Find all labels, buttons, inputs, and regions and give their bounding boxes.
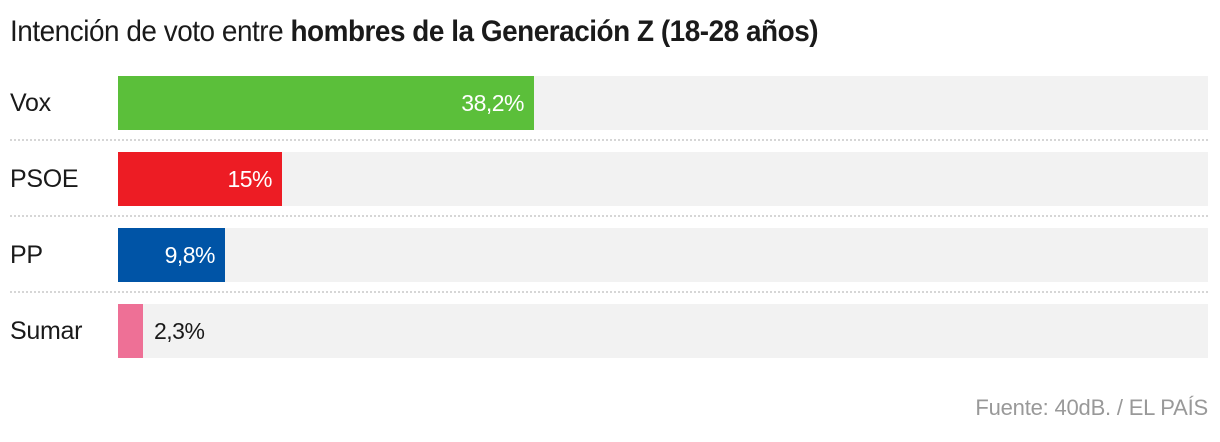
bar-label: PP <box>10 241 43 269</box>
bar-fill <box>118 304 143 358</box>
row-separator <box>10 215 1208 217</box>
bar-label: Sumar <box>10 317 83 345</box>
source-credit: Fuente: 40dB. / EL PAÍS <box>975 395 1208 420</box>
bar-fill <box>118 152 282 206</box>
row-separator <box>10 291 1208 293</box>
bar-row-vox: Vox 38,2% <box>0 76 1220 130</box>
bar-value: 2,3% <box>154 318 205 344</box>
bar-track: 15% <box>118 152 1208 206</box>
bar-track: 2,3% <box>118 304 1208 358</box>
bar-track: 38,2% <box>118 76 1208 130</box>
bar-row-sumar: Sumar 2,3% <box>0 304 1220 358</box>
bar-track: 9,8% <box>118 228 1208 282</box>
chart-title: Intención de voto entre hombres de la Ge… <box>10 14 819 50</box>
bar-value: 9,8% <box>164 242 216 268</box>
bar-value: 15% <box>227 166 272 192</box>
bar-value: 38,2% <box>461 90 524 116</box>
bar-fill <box>118 228 225 282</box>
bar-label: PSOE <box>10 165 79 193</box>
chart-title-regular: Intención de voto entre <box>10 15 291 48</box>
row-separator <box>10 139 1208 141</box>
bar-label: Vox <box>10 89 51 117</box>
bar-fill <box>118 76 534 130</box>
bar-row-pp: PP 9,8% <box>0 228 1220 282</box>
chart-title-bold: hombres de la Generación Z (18-28 años) <box>290 15 819 48</box>
bar-row-psoe: PSOE 15% <box>0 152 1220 206</box>
